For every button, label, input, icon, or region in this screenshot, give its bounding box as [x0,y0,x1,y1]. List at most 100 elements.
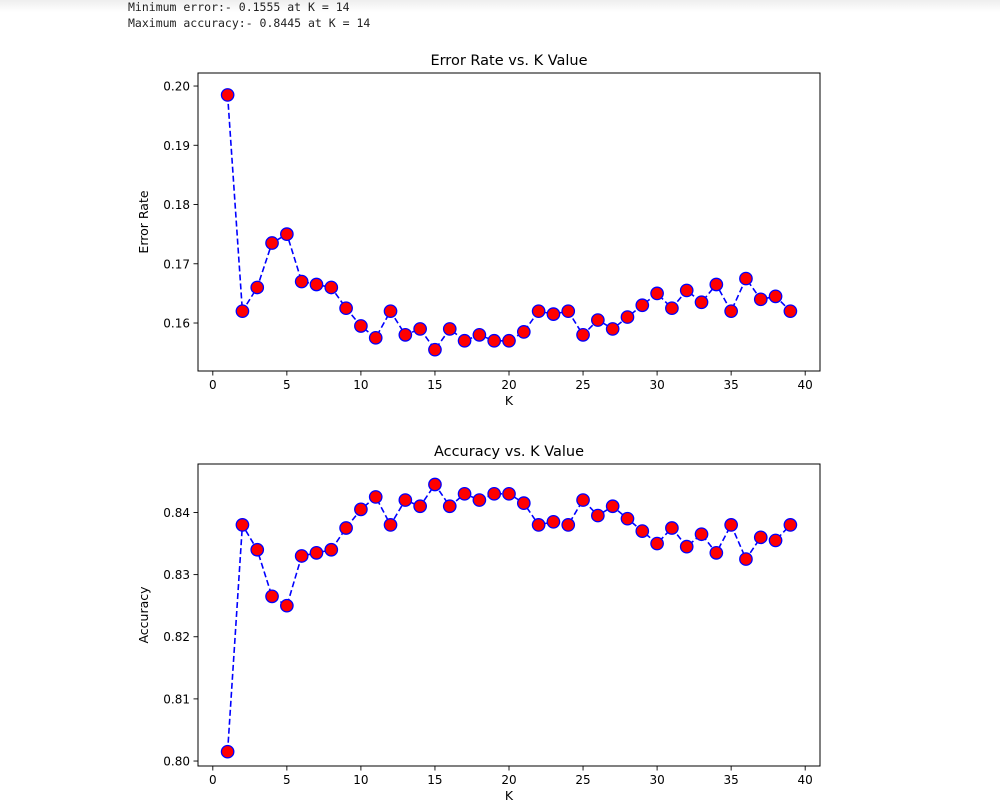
error-data-point [502,333,516,348]
error-data-point [591,313,605,327]
error-data-point [220,88,235,102]
error-data-point [428,342,442,357]
error-data-point [398,328,413,342]
error-y-axis-label: Error Rate [136,190,151,253]
error-x-tick-label: 40 [798,378,813,392]
accuracy-data-point [783,518,798,532]
error-data-point [605,322,620,336]
error-data-point [413,322,427,336]
accuracy-data-point [679,539,694,554]
error-data-point [368,330,383,345]
accuracy-data-point [739,552,753,566]
accuracy-y-tick-label: 0.84 [163,506,190,520]
error-plot-frame [197,72,821,372]
accuracy-data-point [665,521,679,535]
accuracy-x-tick-label: 25 [575,773,590,787]
accuracy-data-point [472,493,487,507]
error-data-point [576,328,590,342]
error-data-point [768,289,783,304]
error-data-point [753,292,768,307]
accuracy-data-point [753,530,768,545]
error-data-point [679,283,694,298]
accuracy-x-tick-label: 5 [283,773,291,787]
accuracy-x-tick-label: 40 [798,773,813,787]
accuracy-data-point [354,502,368,517]
error-chart: Error Rate vs. K Value 0 5 10 15 20 25 30 35 40 0.… [136,53,821,408]
accuracy-plot-frame [197,463,821,767]
accuracy-data-point [398,493,413,507]
error-y-tick-label: 0.18 [163,198,190,212]
error-data-point [783,304,798,319]
error-data-point [354,319,368,333]
error-data-point [739,271,753,286]
error-data-point [724,304,738,319]
accuracy-data-point [620,511,635,526]
error-x-axis-label: K [505,393,514,408]
error-data-point [472,328,487,342]
error-data-point [620,310,635,324]
accuracy-x-tick-label: 35 [724,773,739,787]
accuracy-y-tick-label: 0.83 [163,568,190,582]
accuracy-data-point [605,499,620,514]
error-x-tick-label: 10 [353,378,368,392]
accuracy-data-point [413,499,427,514]
accuracy-x-tick-label: 10 [353,773,368,787]
error-data-point [650,286,664,301]
accuracy-data-point [324,542,339,557]
accuracy-data-point [265,589,279,604]
accuracy-data-point [280,598,294,613]
error-x-tick-label: 5 [283,378,291,392]
error-data-point [265,236,279,250]
accuracy-data-point [768,533,783,548]
accuracy-data-point [650,536,664,551]
accuracy-data-point [220,744,235,759]
error-data-point [709,277,724,292]
accuracy-y-tick-label: 0.80 [163,755,190,769]
accuracy-chart: Accuracy vs. K Value 0 5 10 15 20 25 30 35 40 0.80… [136,444,821,803]
accuracy-data-point [591,508,605,523]
accuracy-x-axis-label: K [505,788,514,803]
accuracy-data-point [709,546,724,560]
accuracy-data-point [531,518,546,532]
error-data-point [694,295,709,310]
accuracy-data-point [235,518,250,532]
error-data-point [561,304,576,319]
accuracy-x-tick-label: 0 [209,773,217,787]
error-data-point [235,304,250,319]
error-y-tick-label: 0.19 [163,139,190,153]
error-data-point [383,304,398,319]
error-y-tick-label: 0.17 [163,257,190,271]
accuracy-data-point [457,486,472,501]
accuracy-x-tick-label: 20 [501,773,516,787]
error-data-point [309,277,324,292]
accuracy-data-point [442,499,457,514]
error-data-point [442,322,457,336]
error-data-point [339,301,353,316]
output-area-divider [0,0,1000,12]
accuracy-y-axis-label: Accuracy [136,586,151,644]
error-data-point [487,333,502,348]
accuracy-data-point [487,486,502,501]
accuracy-x-tick-label: 15 [427,773,442,787]
error-data-point [457,333,472,348]
accuracy-y-tick-label: 0.81 [163,692,190,706]
error-y-tick-label: 0.16 [163,317,190,331]
output-text-max-accuracy: Maximum accuracy:- 0.8445 at K = 14 [128,16,371,30]
error-data-point [324,280,339,295]
accuracy-chart-title: Accuracy vs. K Value [434,444,584,460]
error-y-tick-label: 0.20 [163,80,190,94]
output-text-min-error: Minimum error:- 0.1555 at K = 14 [128,0,350,14]
accuracy-data-point [724,518,738,532]
error-series-line [226,94,791,352]
error-x-tick-label: 0 [209,378,217,392]
accuracy-data-point [383,518,398,532]
error-data-point [635,298,650,313]
accuracy-data-point [250,542,265,557]
error-data-point [294,274,309,289]
error-data-point [665,301,679,316]
accuracy-data-point [694,527,709,542]
accuracy-data-point [561,518,576,532]
accuracy-data-point [339,521,353,535]
error-data-point [546,307,561,321]
